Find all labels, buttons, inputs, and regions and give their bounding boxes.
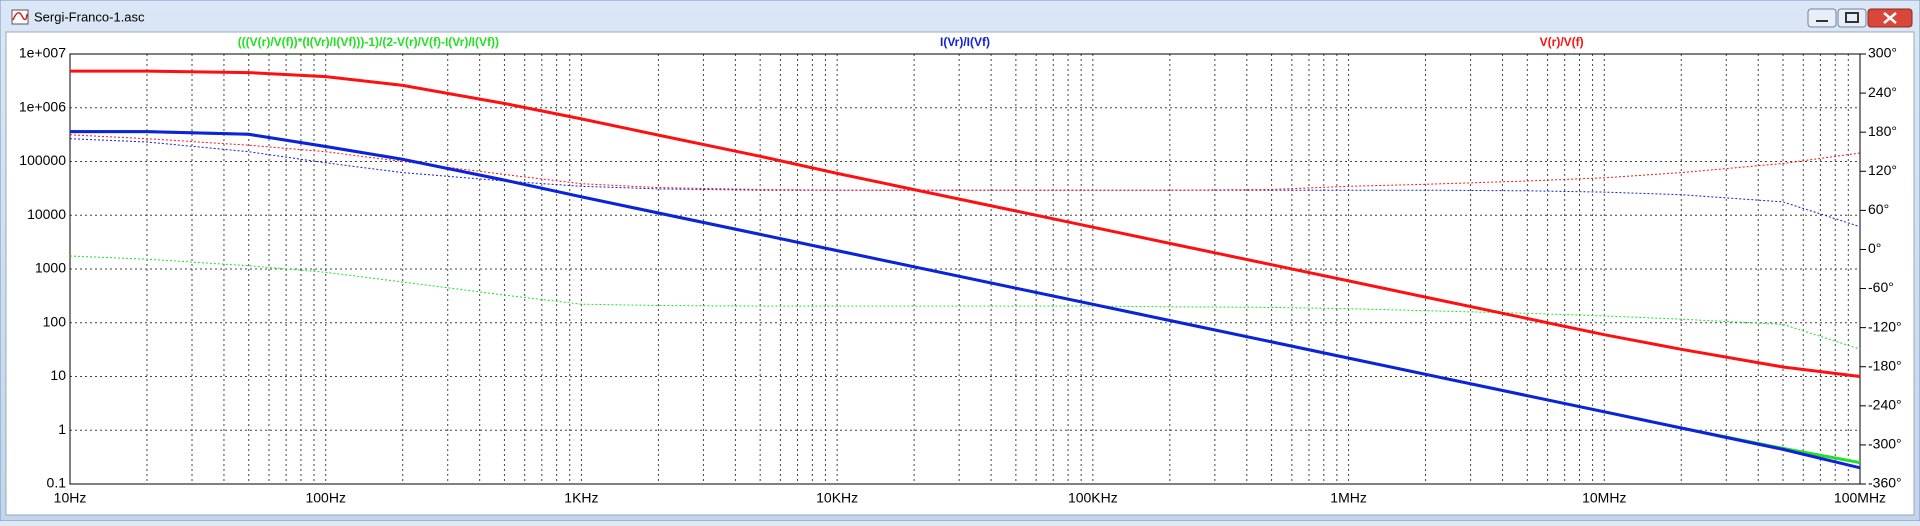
y-tick-label: 10000 (27, 206, 66, 222)
x-tick-label: 100KHz (1068, 490, 1118, 506)
y-tick-label: 1 (58, 421, 66, 437)
y-tick-label: 0.1 (47, 475, 67, 491)
phase-line (69, 134, 1861, 191)
app-icon (11, 9, 29, 25)
y2-tick-label: 0° (1868, 240, 1881, 256)
x-tick-label: 1MHz (1330, 490, 1367, 506)
phase-line (69, 255, 1861, 350)
y2-tick-label: -60° (1868, 279, 1894, 295)
y2-tick-label: -240° (1868, 397, 1902, 413)
magnitude-line (70, 130, 1861, 470)
window-title: Sergi-Franco-1.asc (34, 9, 145, 24)
plot-pane (5, 31, 1915, 516)
y2-tick-label: -360° (1868, 475, 1902, 491)
y-tick-label: 100 (43, 313, 67, 329)
y2-tick-label: -120° (1868, 318, 1902, 334)
legend-entry: (((V(r)/V(f))*(I(Vr)/I(Vf)))-1)/(2-V(r)/… (238, 35, 499, 49)
y2-tick-label: 240° (1868, 84, 1897, 100)
y2-tick-label: 120° (1868, 162, 1897, 178)
x-tick-label: 10MHz (1582, 490, 1626, 506)
plot-frame (69, 53, 1861, 485)
window-buttons[interactable] (1807, 8, 1913, 28)
y2-tick-label: 60° (1868, 201, 1889, 217)
y-tick-label: 100000 (19, 152, 66, 168)
plot: 10Hz 100Hz 1KHz 10KHz 100KHz 1MHz 10MHz 100MHz 1… (19, 35, 1902, 506)
x-tick-label: 100Hz (305, 490, 345, 506)
y2-tick-label: 300° (1868, 45, 1897, 61)
y2-tick-label: -180° (1868, 357, 1902, 373)
y-tick-label: 1e+007 (19, 45, 66, 61)
y-tick-label: 1000 (35, 260, 66, 276)
x-tick-label: 10KHz (816, 490, 858, 506)
magnitude-line (70, 69, 1861, 378)
x-tick-label: 10Hz (54, 490, 87, 506)
x-tick-label: 100MHz (1834, 490, 1886, 506)
legend-entry: I(Vr)/I(Vf) (940, 35, 990, 49)
y2-tick-label: -300° (1868, 436, 1902, 452)
legend-entry: V(r)/V(f) (1540, 35, 1584, 49)
y2-tick-label: 180° (1868, 123, 1897, 139)
y-tick-label: 10 (50, 367, 66, 383)
y-tick-label: 1e+006 (19, 98, 66, 114)
minimize-button[interactable] (1807, 8, 1837, 28)
x-tick-label: 1KHz (564, 490, 598, 506)
maximize-button[interactable] (1837, 8, 1867, 28)
